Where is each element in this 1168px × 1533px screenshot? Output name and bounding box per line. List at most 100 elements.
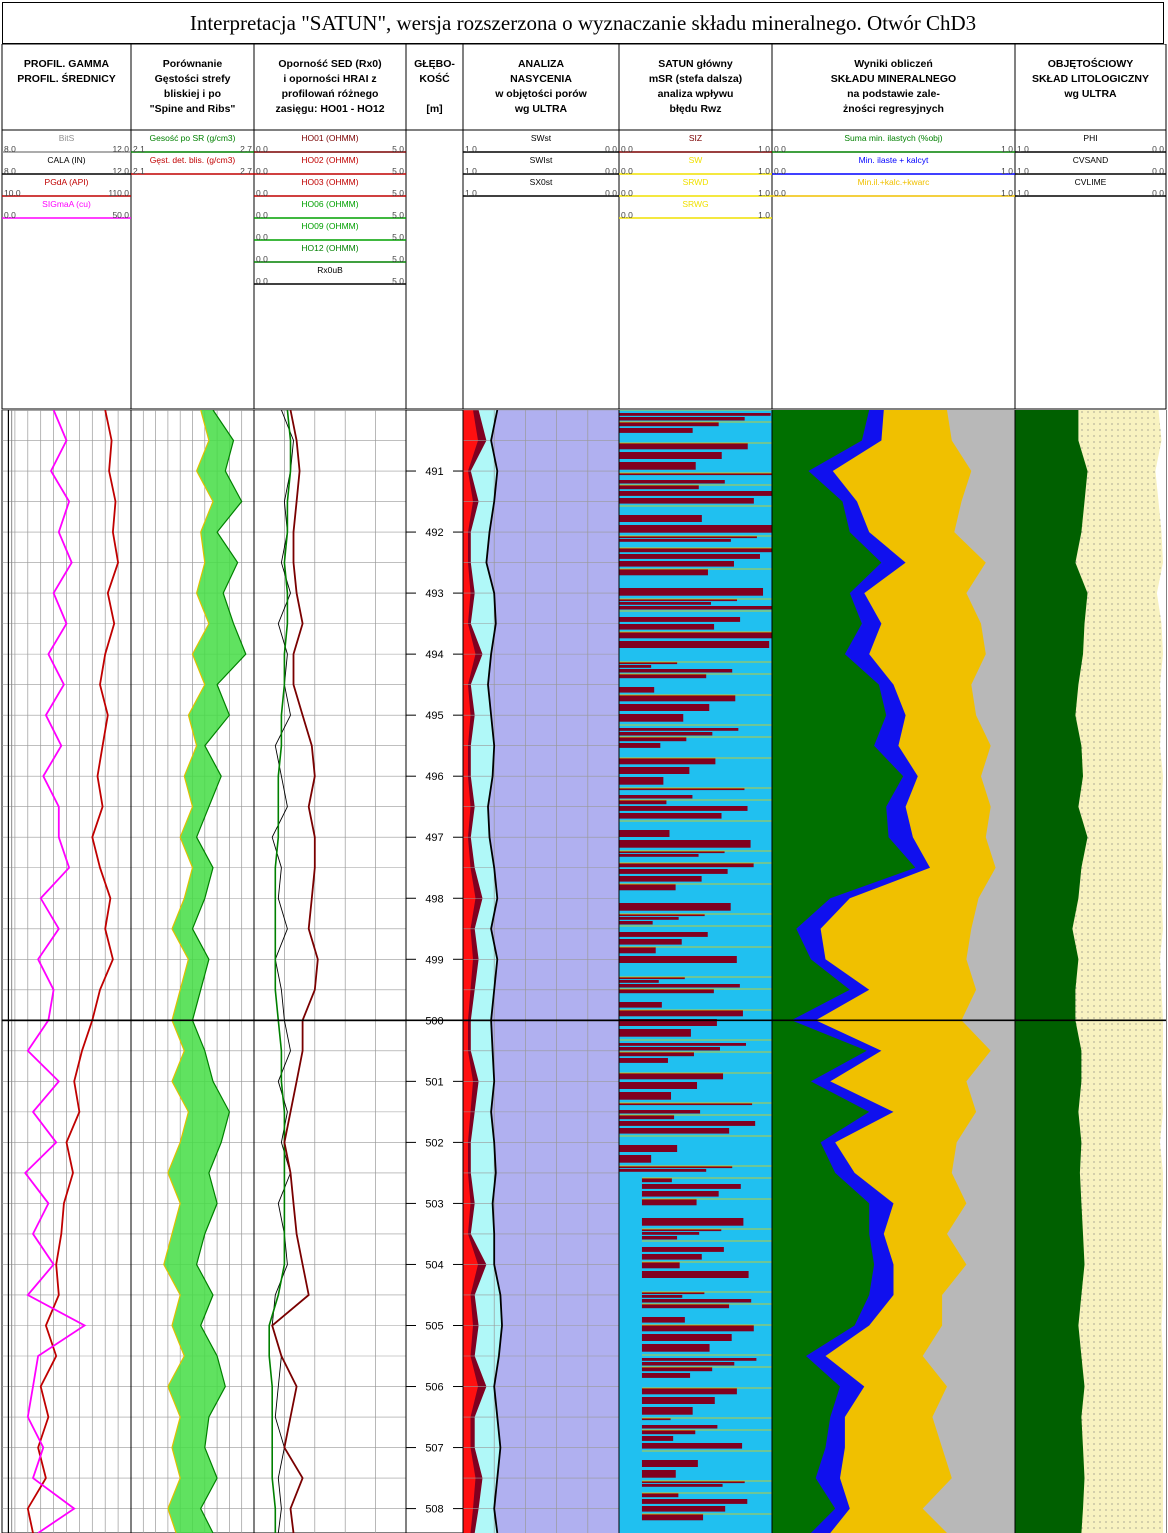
satun-block (641, 1236, 678, 1240)
satun-blocks (619, 410, 772, 1521)
satun-block (641, 1247, 724, 1252)
satun-block (619, 536, 757, 539)
curve-header-mineral: Min.il.+kalc.+kwarc 0.0 1.0 (772, 175, 1015, 198)
curve-name: SWIst (529, 155, 553, 165)
curve-header-mineral: Min. ilaste + kalcyt 0.0 1.0 (772, 153, 1015, 176)
column-title-depth: GŁĘBO- KOŚĆ [m] (406, 57, 463, 117)
satun-block (641, 1229, 722, 1232)
column-title-line: SKŁADU MINERALNEGO (830, 73, 957, 85)
curve-name: PHI (1083, 133, 1098, 143)
satun-block (619, 989, 714, 994)
curve-scale-max: 0.0 (1152, 166, 1164, 176)
depth-label: 491 (425, 466, 443, 478)
satun-block (619, 767, 690, 774)
satun-block (641, 1425, 718, 1429)
column-title-line: wg ULTRA (1064, 88, 1117, 100)
column-title-line: OBJĘTOŚCIOWY (1047, 58, 1134, 70)
curve-header-lithology: CVLIME 1.0 0.0 (1015, 175, 1166, 198)
column-title-line: wg ULTRA (514, 103, 568, 115)
column-title-line (406, 87, 463, 102)
satun-block (619, 728, 739, 731)
column-title-mineral: Wyniki obliczeń SKŁADU MINERALNEGO na pods… (772, 57, 1015, 117)
satun-block (619, 1073, 724, 1080)
satun-block (619, 921, 653, 925)
curve-scale-max: 1.0 (758, 166, 770, 176)
column-title-line: Gęstości strefy (154, 73, 231, 85)
curve-scale-max: 0.0 (1152, 144, 1164, 154)
satun-block (619, 491, 772, 496)
column-title-lithology: OBJĘTOŚCIOWY SKŁAD LITOLOGICZNY wg ULTRA (1015, 57, 1166, 102)
satun-block (641, 1334, 732, 1341)
grid-gamma (2, 410, 131, 1533)
satun-block (641, 1407, 693, 1415)
curve-header-resistivity: Rx0uB 0.0 5.0 (254, 263, 406, 286)
curve-header-gamma: PGdA (API) 10.0 110.0 (2, 175, 131, 198)
satun-block (619, 932, 708, 937)
curve-g-st-det-blis-g-cm3- (163, 410, 214, 1533)
satun-block (619, 525, 772, 533)
satun-block (619, 428, 693, 433)
header-panel (1, 44, 1167, 410)
curve-header-resistivity: HO03 (OHMM) 0.0 5.0 (254, 175, 406, 198)
satun-block (641, 1178, 672, 1183)
satun-block (619, 732, 713, 736)
density-diff-fill (163, 410, 246, 1533)
curve-scale-min: 0.0 (621, 188, 633, 198)
curve-scale-max: 110.0 (108, 188, 129, 198)
satun-block (641, 1430, 696, 1435)
column-title-line: profilowań różnego (281, 88, 379, 100)
curve-scale-max: 2.7 (240, 166, 252, 176)
curve-name: HO12 (OHMM) (301, 243, 359, 253)
curve-header-satun: SW 0.0 1.0 (619, 153, 772, 176)
grid-resistivity (254, 410, 406, 1533)
satun-block (619, 737, 687, 742)
curve-scale-min: 0.0 (256, 254, 268, 264)
column-title-line: błędu Rwz (669, 103, 722, 115)
curve-name: SIZ (688, 133, 703, 143)
curve-scale-min: 0.0 (621, 166, 633, 176)
column-title-line: "Spine and Ribs" (149, 103, 236, 115)
depth-track: 491 492 493 494 495 496 497 498 499 500 501 502 503 5… (406, 466, 463, 1516)
curve-scale-min: 0.0 (774, 166, 786, 176)
satun-block (619, 863, 754, 868)
curve-swst (485, 410, 503, 1533)
satun-block (619, 554, 760, 559)
curve-scale-max: 5.0 (392, 254, 404, 264)
satun-block (619, 800, 667, 805)
satun-block (619, 806, 748, 811)
satun-block (619, 1092, 672, 1100)
satun-block (619, 443, 748, 450)
satun-block (619, 1058, 668, 1063)
curve-scale-max: 5.0 (392, 276, 404, 286)
satun-block (641, 1262, 680, 1269)
curve-scale-max: 1.0 (1001, 144, 1013, 154)
satun-block (641, 1325, 754, 1332)
column-title-line: Porównanie (162, 58, 223, 70)
satun-block (619, 1155, 652, 1163)
depth-label: 501 (425, 1076, 443, 1088)
satun-block (641, 1299, 752, 1303)
satun-block (641, 1362, 735, 1366)
curve-scale-max: 0.0 (605, 188, 617, 198)
depth-label: 492 (425, 527, 443, 539)
curve-scale-max: 1.0 (758, 210, 770, 220)
satun-block (619, 602, 712, 605)
satun-block (619, 830, 670, 837)
curve-header-saturation: SWIst 1.0 0.0 (463, 153, 619, 176)
mineral-clay-fill (772, 410, 916, 1533)
curve-scale-min: 0.0 (256, 276, 268, 286)
curve-scale-max: 1.0 (758, 188, 770, 198)
satun-block (619, 758, 716, 765)
satun-block (619, 840, 751, 848)
curve-ho12-ohmm- (268, 410, 292, 1533)
satun-block (641, 1292, 705, 1295)
curve-header-resistivity: HO06 (OHMM) 0.0 5.0 (254, 197, 406, 220)
satun-block (619, 1121, 756, 1126)
satun-block (619, 1002, 662, 1008)
depth-label: 494 (425, 649, 443, 661)
curve-header-mineral: Suma min. ilastych (%obj) 0.0 1.0 (772, 131, 1015, 154)
curve-scale-min: 2.1 (133, 144, 145, 154)
satun-block (619, 1169, 707, 1172)
column-title-saturation: ANALIZA NASYCENIA w objętości porów wg ULTR… (463, 57, 619, 117)
curve-name: BitS (58, 133, 75, 143)
